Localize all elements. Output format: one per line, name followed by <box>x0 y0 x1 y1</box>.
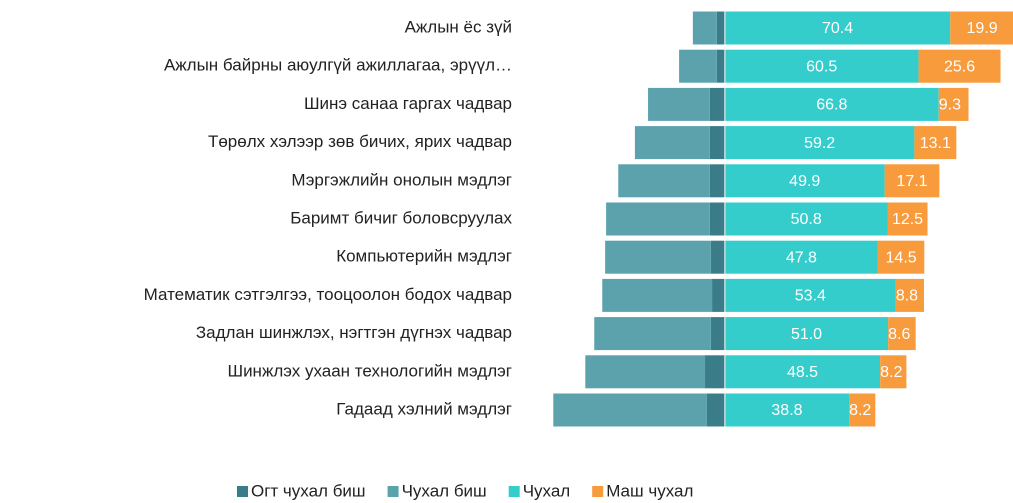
value-label: 53.4 <box>795 288 826 305</box>
value-label: 50.8 <box>791 211 822 228</box>
bar-segment <box>950 11 1013 45</box>
value-label: 12.5 <box>892 211 923 228</box>
category-label: Мэргэжлийн онолын мэдлэг <box>291 170 512 189</box>
bar-segment <box>724 126 915 160</box>
bar-segment <box>938 87 969 121</box>
category-label: Шинжлэх ухаан технологийн мэдлэг <box>227 361 512 380</box>
bar-segment <box>692 11 717 45</box>
value-label: 60.5 <box>806 58 837 75</box>
bar-segment <box>709 164 725 198</box>
bar-segment <box>724 278 896 312</box>
value-label: 48.5 <box>787 364 818 381</box>
bar-segment <box>724 87 939 121</box>
bar-segment <box>634 126 710 160</box>
value-label: 19.9 <box>967 20 998 37</box>
bar-segment <box>888 317 916 351</box>
legend-swatch <box>237 486 248 497</box>
bar-segment <box>716 11 725 45</box>
value-label: 25.6 <box>944 58 975 75</box>
bar-segment <box>709 87 725 121</box>
category-label: Компьютерийн мэдлэг <box>336 247 512 266</box>
legend-swatch <box>508 486 520 497</box>
bar-segment <box>706 393 725 427</box>
bar-segment <box>724 202 888 236</box>
value-label: 8.2 <box>880 364 902 381</box>
value-label: 17.1 <box>896 173 927 190</box>
bar-segment <box>709 202 725 236</box>
bar-segment <box>679 49 717 83</box>
category-label: Шинэ санаа гаргах чадвар <box>304 94 512 113</box>
bar-segment <box>648 87 710 121</box>
category-label: Задлан шинжлэх, нэгтгэн дүгнэх чадвар <box>196 323 512 342</box>
legend-label: Маш чухал <box>606 481 693 500</box>
value-label: 8.2 <box>849 402 871 419</box>
value-label: 14.5 <box>886 249 917 266</box>
legend-swatch <box>387 486 399 497</box>
value-label: 59.2 <box>804 135 835 152</box>
value-label: 70.4 <box>822 20 853 37</box>
category-label: Баримт бичиг боловсруулах <box>290 208 512 227</box>
bar-segment <box>887 202 928 236</box>
value-label: 47.8 <box>786 249 817 266</box>
category-label: Төрөлх хэлээр зөв бичих, ярих чадвар <box>208 132 512 151</box>
bar-segment <box>618 164 710 198</box>
value-label: 13.1 <box>920 135 951 152</box>
value-label: 8.6 <box>888 326 910 343</box>
bar-segment <box>553 393 707 427</box>
bar-segment <box>585 355 706 389</box>
bar-segment <box>712 278 725 312</box>
bar-segment <box>849 393 876 427</box>
bar-segment <box>918 49 1001 83</box>
category-label: Ажлын ёс зүй <box>405 17 512 36</box>
bar-segment <box>724 355 881 389</box>
bar-segment <box>877 240 925 274</box>
bar-segment <box>709 126 725 160</box>
value-label: 51.0 <box>791 326 822 343</box>
bar-segment <box>884 164 940 198</box>
bar-segment <box>605 240 711 274</box>
legend-swatch <box>592 486 604 497</box>
bar-segment <box>606 202 710 236</box>
bar-segment <box>724 49 919 83</box>
bar-segment <box>914 126 957 160</box>
category-label: Ажлын байрны аюулгүй ажиллагаа, эрүүл… <box>164 56 512 75</box>
value-label: 66.8 <box>816 97 847 114</box>
bar-segment <box>716 49 725 83</box>
category-label: Гадаад хэлний мэдлэг <box>336 399 512 418</box>
bar-segment <box>880 355 907 389</box>
value-label: 49.9 <box>789 173 820 190</box>
bar-segment <box>710 317 725 351</box>
bar-segment <box>895 278 925 312</box>
legend-label: Чухал биш <box>402 481 487 500</box>
bar-segment <box>724 317 889 351</box>
bar-segment <box>710 240 725 274</box>
bar-segment <box>705 355 725 389</box>
value-label: 38.8 <box>771 402 802 419</box>
value-label: 9.3 <box>939 97 961 114</box>
legend-label: Чухал <box>523 481 571 500</box>
value-label: 8.8 <box>896 288 918 305</box>
legend-label: Огт чухал биш <box>251 481 366 500</box>
legend: Огт чухал биш Чухал биш Чухал Маш чухал <box>237 481 693 500</box>
bar-segment <box>724 11 951 45</box>
bar-segment <box>724 164 885 198</box>
bar-segment <box>724 240 878 274</box>
category-label: Математик сэтгэлгээ, тооцоолон бодох чад… <box>144 285 512 304</box>
bar-segment <box>594 317 711 351</box>
bar-segment <box>724 393 850 427</box>
bar-segment <box>602 278 713 312</box>
